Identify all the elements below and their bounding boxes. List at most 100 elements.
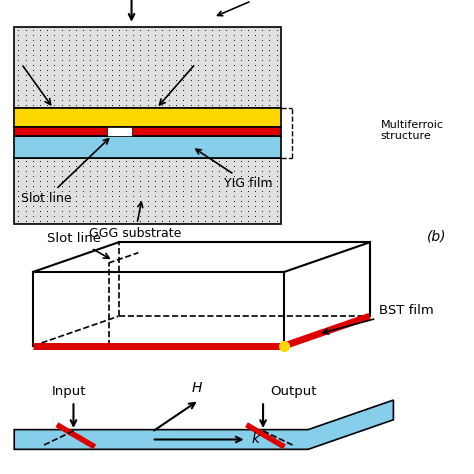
Text: Slot line: Slot line xyxy=(21,139,109,205)
Point xyxy=(58,36,65,44)
Point xyxy=(265,167,273,174)
Point xyxy=(230,46,237,54)
Point xyxy=(237,31,245,39)
Point xyxy=(144,187,151,195)
Point xyxy=(173,202,180,210)
Point xyxy=(265,177,273,185)
Point xyxy=(65,62,73,69)
Point xyxy=(251,162,259,170)
Point xyxy=(244,66,252,74)
Point xyxy=(251,192,259,200)
Point xyxy=(15,208,22,215)
Point xyxy=(251,167,259,174)
Point xyxy=(223,62,230,69)
Point xyxy=(122,62,130,69)
Point xyxy=(29,46,36,54)
Point xyxy=(201,66,209,74)
Point xyxy=(108,51,116,59)
Point xyxy=(215,36,223,44)
Point xyxy=(208,182,216,190)
Point xyxy=(79,31,87,39)
Point xyxy=(201,56,209,64)
Point xyxy=(273,36,281,44)
Point xyxy=(215,72,223,79)
Point xyxy=(29,172,36,180)
Point xyxy=(215,77,223,84)
Point xyxy=(15,72,22,79)
Point xyxy=(100,208,108,215)
Point xyxy=(265,218,273,225)
Point xyxy=(173,91,180,99)
Point xyxy=(273,77,281,84)
Point xyxy=(194,62,201,69)
Point xyxy=(151,157,158,164)
Point xyxy=(144,157,151,164)
Point xyxy=(72,56,80,64)
Point xyxy=(79,202,87,210)
Point xyxy=(237,46,245,54)
Point xyxy=(51,77,58,84)
Point xyxy=(72,167,80,174)
Point xyxy=(15,41,22,49)
Point xyxy=(158,167,165,174)
Point xyxy=(122,56,130,64)
Point xyxy=(36,187,44,195)
Point xyxy=(122,72,130,79)
Point xyxy=(79,192,87,200)
Point xyxy=(180,197,187,205)
Point xyxy=(44,72,51,79)
Point xyxy=(100,87,108,94)
Point xyxy=(15,31,22,39)
Point xyxy=(187,77,194,84)
Point xyxy=(244,218,252,225)
Point xyxy=(151,218,158,225)
Point xyxy=(165,162,173,170)
Point xyxy=(122,66,130,74)
Point xyxy=(194,172,201,180)
Point xyxy=(86,202,94,210)
Point xyxy=(265,62,273,69)
Point xyxy=(72,66,80,74)
Point xyxy=(187,51,194,59)
Point xyxy=(187,87,194,94)
Point xyxy=(44,62,51,69)
Point xyxy=(194,102,201,109)
Point xyxy=(265,91,273,99)
Point xyxy=(258,97,266,104)
Point xyxy=(144,172,151,180)
Point xyxy=(137,66,144,74)
Point xyxy=(215,46,223,54)
Point xyxy=(265,82,273,89)
Point xyxy=(273,97,281,104)
Point xyxy=(100,82,108,89)
Point xyxy=(265,51,273,59)
Point xyxy=(79,97,87,104)
Point xyxy=(273,192,281,200)
Point xyxy=(86,31,94,39)
Point xyxy=(265,212,273,220)
Point xyxy=(51,192,58,200)
Point xyxy=(208,91,216,99)
Point xyxy=(86,197,94,205)
Point xyxy=(129,172,137,180)
Point xyxy=(251,82,259,89)
Point xyxy=(201,192,209,200)
Point xyxy=(273,167,281,174)
Point xyxy=(65,182,73,190)
Point xyxy=(158,192,165,200)
Point xyxy=(86,66,94,74)
Point xyxy=(15,177,22,185)
Point xyxy=(129,192,137,200)
Point xyxy=(115,162,123,170)
Point xyxy=(100,167,108,174)
Point xyxy=(208,72,216,79)
Point xyxy=(58,102,65,109)
Point xyxy=(36,162,44,170)
Point xyxy=(215,202,223,210)
Point xyxy=(129,56,137,64)
Point xyxy=(100,218,108,225)
Point xyxy=(122,97,130,104)
Point xyxy=(201,202,209,210)
Point xyxy=(215,187,223,195)
Point xyxy=(201,72,209,79)
